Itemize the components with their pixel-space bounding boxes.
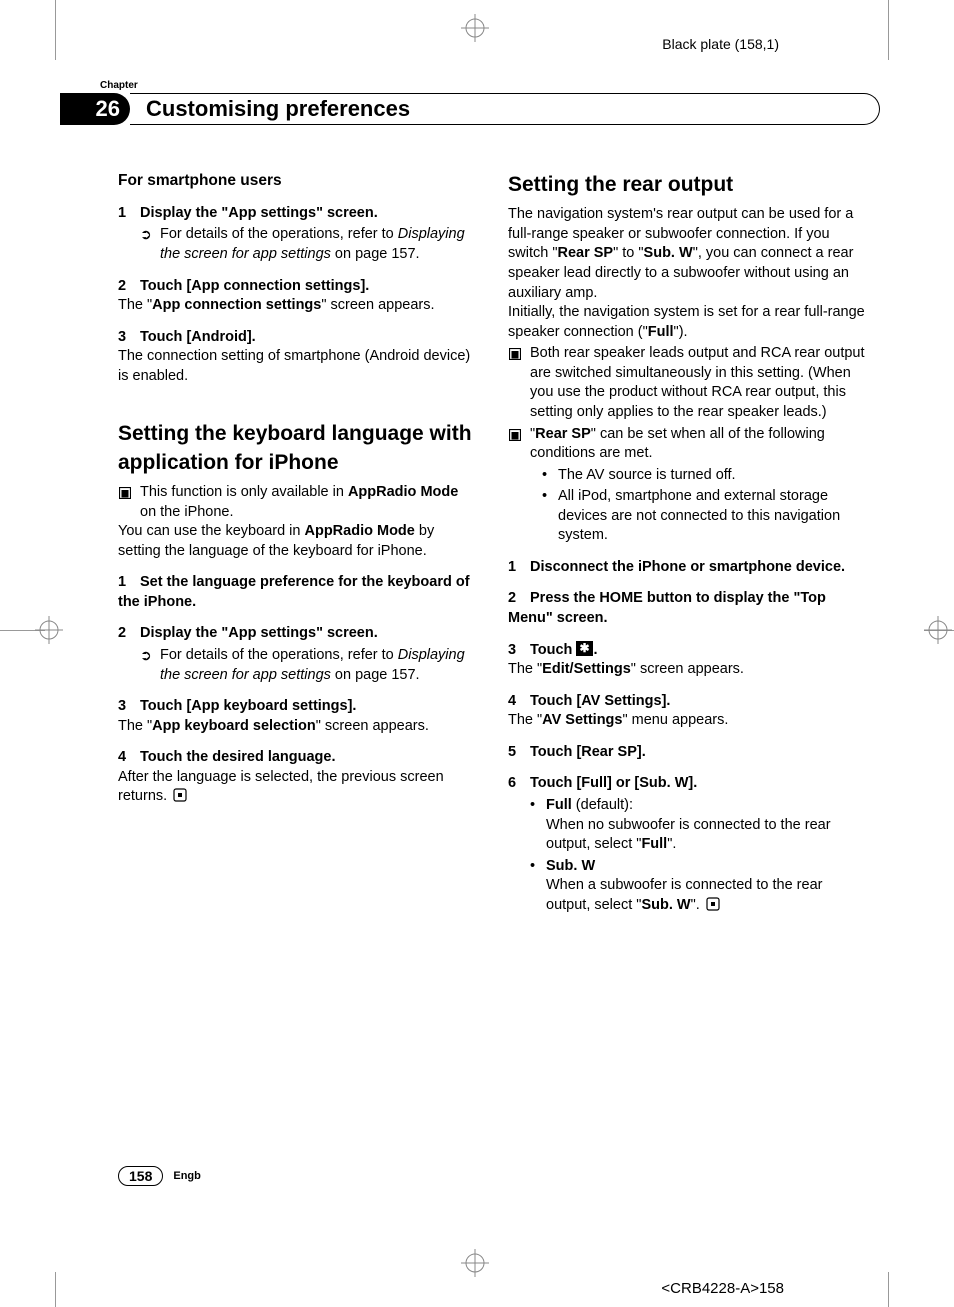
footer: 158 Engb [118, 1166, 201, 1186]
step-body: The "AV Settings" menu appears. [508, 711, 868, 731]
step-number: 5 [508, 743, 530, 763]
step: 2Press the HOME button to display the "T… [508, 589, 868, 628]
end-mark-icon [706, 897, 720, 918]
note-marker-icon [508, 425, 522, 464]
step: 4Touch the desired language. After the l… [118, 748, 478, 809]
step: 6Touch [Full] or [Sub. W]. • Full (defau… [508, 774, 868, 917]
page-content: Chapter 26 Customising preferences For s… [70, 80, 880, 1230]
plate-info: Black plate (158,1) [662, 36, 779, 52]
step: 4Touch [AV Settings]. The "AV Settings" … [508, 692, 868, 731]
paragraph: The navigation system's rear output can … [508, 205, 868, 303]
note-item: "Rear SP" can be set when all of the fol… [508, 425, 868, 464]
step-number: 1 [118, 204, 140, 224]
section-heading-large: Setting the rear output [508, 171, 868, 199]
paragraph: Initially, the navigation system is set … [508, 303, 868, 342]
step-title: Touch [App keyboard settings]. [140, 698, 356, 714]
reference-icon: ➲ [140, 227, 154, 264]
step-body: The "App connection settings" screen app… [118, 296, 478, 316]
step-title: Touch the desired language. [140, 749, 336, 765]
step-number: 3 [508, 641, 530, 661]
note-marker-icon [118, 483, 132, 522]
reference-icon: ➲ [140, 648, 154, 685]
registration-mark-left [35, 616, 63, 644]
step-title: Touch [Android]. [140, 329, 256, 345]
title-bar: 26 Customising preferences [70, 93, 880, 125]
step-number: 4 [118, 748, 140, 768]
step-body: The "App keyboard selection" screen appe… [118, 717, 478, 737]
step-title: Display the "App settings" screen. [140, 205, 378, 221]
step-title: Touch [AV Settings]. [530, 693, 670, 709]
step: 1Display the "App settings" screen. ➲ Fo… [118, 204, 478, 265]
left-column: For smartphone users 1Display the "App s… [118, 171, 478, 917]
registration-mark-bottom [461, 1249, 489, 1277]
reference-text: For details of the operations, refer to … [160, 646, 478, 685]
page-title: Customising preferences [146, 96, 410, 122]
section-heading: For smartphone users [118, 171, 478, 192]
chapter-number-badge: 26 [60, 93, 130, 125]
reference-text: For details of the operations, refer to … [160, 225, 478, 264]
bullet-item: •The AV source is turned off. [542, 466, 868, 486]
step: 2Touch [App connection settings]. The "A… [118, 277, 478, 316]
step: 1Disconnect the iPhone or smartphone dev… [508, 558, 868, 578]
step-number: 6 [508, 774, 530, 794]
registration-mark-right [924, 616, 952, 644]
step-title: Display the "App settings" screen. [140, 625, 378, 641]
note-item: This function is only available in AppRa… [118, 483, 478, 522]
step: 3Touch . The "Edit/Settings" screen appe… [508, 641, 868, 680]
step-number: 1 [508, 558, 530, 578]
step-title: Press the HOME button to display the "To… [508, 590, 826, 626]
step-title: Set the language preference for the keyb… [118, 574, 470, 610]
step-body: After the language is selected, the prev… [118, 768, 478, 809]
step-title: Touch [Full] or [Sub. W]. [530, 775, 697, 791]
end-mark-icon [173, 788, 187, 809]
option-item: • Full (default): When no subwoofer is c… [530, 796, 868, 855]
document-code: <CRB4228-A>158 [661, 1280, 784, 1297]
page-number: 158 [118, 1166, 163, 1186]
registration-mark-top [461, 14, 489, 42]
step-number: 3 [118, 697, 140, 717]
paragraph: You can use the keyboard in AppRadio Mod… [118, 522, 478, 561]
step-number: 1 [118, 573, 140, 593]
title-outline: Customising preferences [130, 93, 880, 125]
step-title: Disconnect the iPhone or smartphone devi… [530, 559, 845, 575]
step-title: Touch [Rear SP]. [530, 744, 646, 760]
step-number: 2 [118, 277, 140, 297]
step-number: 2 [118, 624, 140, 644]
chapter-label: Chapter [100, 80, 880, 91]
right-column: Setting the rear output The navigation s… [508, 171, 868, 917]
step: 1Set the language preference for the key… [118, 573, 478, 612]
step-number: 3 [118, 328, 140, 348]
bullet-item: •All iPod, smartphone and external stora… [542, 487, 868, 546]
step: 2Display the "App settings" screen. ➲ Fo… [118, 624, 478, 685]
language-code: Engb [173, 1170, 201, 1182]
step: 3Touch [Android]. The connection setting… [118, 328, 478, 387]
step: 5Touch [Rear SP]. [508, 743, 868, 763]
note-marker-icon [508, 344, 522, 422]
step-number: 4 [508, 692, 530, 712]
step-body: The connection setting of smartphone (An… [118, 347, 478, 386]
step: 3Touch [App keyboard settings]. The "App… [118, 697, 478, 736]
note-item: Both rear speaker leads output and RCA r… [508, 344, 868, 422]
step-number: 2 [508, 589, 530, 609]
option-item: • Sub. W When a subwoofer is connected t… [530, 857, 868, 918]
step-title: Touch [App connection settings]. [140, 278, 369, 294]
step-body: The "Edit/Settings" screen appears. [508, 660, 868, 680]
gear-icon [576, 641, 593, 656]
section-heading-large: Setting the keyboard language with appli… [118, 420, 478, 477]
